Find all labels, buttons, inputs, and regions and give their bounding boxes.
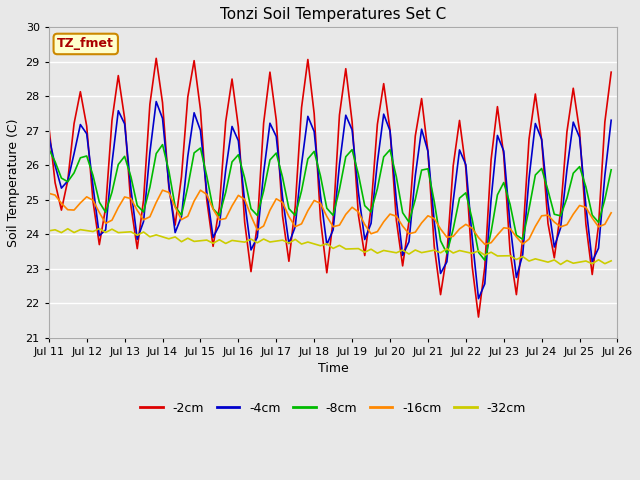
-2cm	[475, 314, 483, 320]
-8cm	[595, 219, 602, 225]
-16cm	[222, 216, 230, 221]
-32cm	[595, 257, 602, 263]
-4cm	[607, 117, 615, 123]
-16cm	[595, 224, 602, 229]
-16cm	[607, 210, 615, 216]
Line: -32cm: -32cm	[49, 228, 611, 264]
-2cm	[607, 69, 615, 75]
-8cm	[159, 142, 166, 147]
-2cm	[121, 115, 129, 121]
-16cm	[121, 194, 129, 200]
Title: Tonzi Soil Temperatures Set C: Tonzi Soil Temperatures Set C	[220, 7, 446, 22]
Line: -2cm: -2cm	[49, 59, 611, 317]
Line: -4cm: -4cm	[49, 102, 611, 299]
-32cm	[45, 228, 52, 234]
-8cm	[45, 146, 52, 152]
-32cm	[607, 258, 615, 264]
-16cm	[45, 191, 52, 196]
-4cm	[222, 167, 230, 173]
Legend: -2cm, -4cm, -8cm, -16cm, -32cm: -2cm, -4cm, -8cm, -16cm, -32cm	[135, 397, 531, 420]
-2cm	[443, 252, 451, 257]
-16cm	[443, 234, 451, 240]
-16cm	[481, 241, 488, 247]
-32cm	[531, 256, 539, 262]
Line: -8cm: -8cm	[49, 144, 611, 260]
Text: TZ_fmet: TZ_fmet	[58, 37, 114, 50]
-8cm	[607, 167, 615, 173]
Y-axis label: Soil Temperature (C): Soil Temperature (C)	[7, 118, 20, 247]
-2cm	[538, 137, 545, 143]
-2cm	[45, 123, 52, 129]
-16cm	[159, 187, 166, 193]
-4cm	[525, 176, 533, 181]
-4cm	[152, 99, 160, 105]
-32cm	[127, 229, 135, 235]
-8cm	[222, 189, 230, 195]
-4cm	[475, 296, 483, 301]
-4cm	[538, 136, 545, 142]
-32cm	[95, 226, 103, 231]
-4cm	[45, 133, 52, 139]
Line: -16cm: -16cm	[49, 190, 611, 244]
-2cm	[595, 223, 602, 228]
X-axis label: Time: Time	[318, 362, 349, 375]
-16cm	[538, 213, 545, 219]
-8cm	[525, 206, 533, 212]
-16cm	[525, 236, 533, 242]
-8cm	[443, 251, 451, 256]
-32cm	[557, 262, 564, 267]
-32cm	[519, 254, 527, 260]
-4cm	[595, 245, 602, 251]
-4cm	[121, 121, 129, 127]
-32cm	[222, 240, 230, 246]
-2cm	[222, 119, 230, 124]
-2cm	[525, 136, 533, 142]
-4cm	[443, 259, 451, 264]
-2cm	[152, 56, 160, 61]
-32cm	[443, 246, 451, 252]
-8cm	[121, 154, 129, 159]
-8cm	[481, 257, 488, 263]
-8cm	[538, 166, 545, 171]
